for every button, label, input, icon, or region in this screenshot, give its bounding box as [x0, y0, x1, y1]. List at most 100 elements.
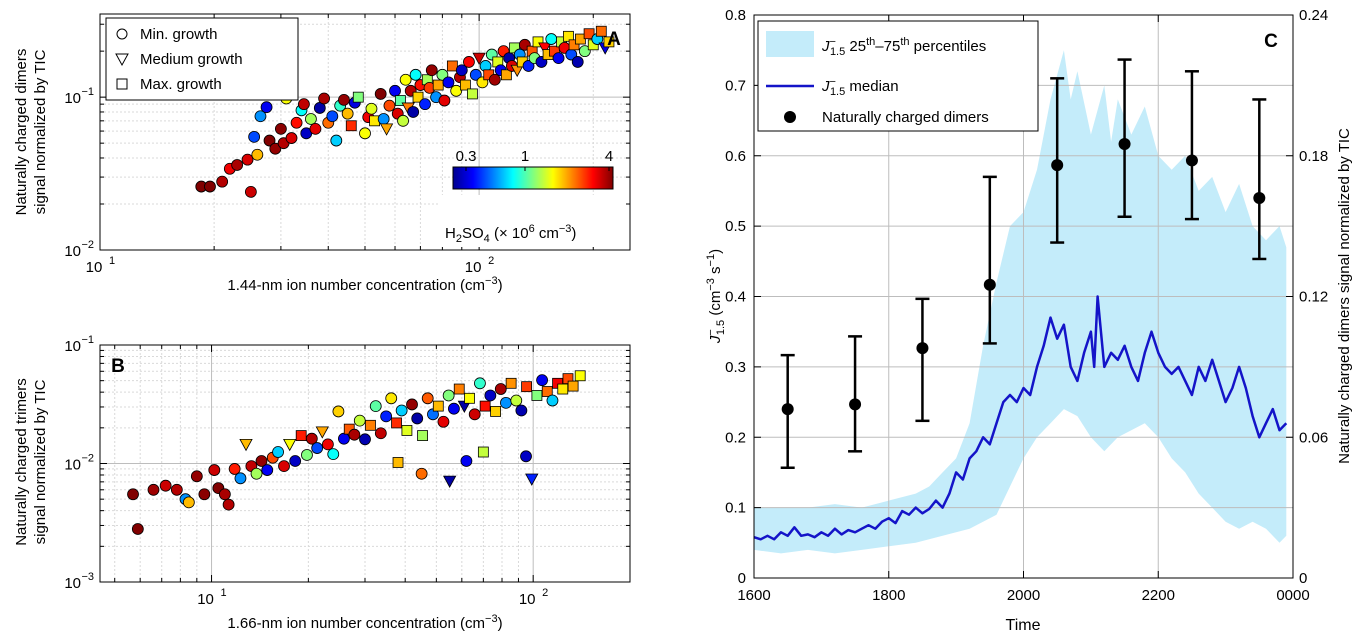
panel-b-point — [442, 389, 455, 402]
panel-b-point — [391, 417, 402, 429]
panel-a-point — [571, 56, 584, 68]
panel-b-point — [305, 432, 318, 445]
panel-b-xtick-label: 10 — [519, 591, 536, 608]
panel-a-point — [467, 88, 478, 100]
panel-c-ytick-label: 0.8 — [725, 7, 746, 24]
panel-c-band — [754, 50, 1287, 554]
panel-c-legend: J− 1.5 25th–75th percentiles J− 1.5 median… — [757, 20, 1039, 132]
panel-a-point — [244, 185, 257, 198]
panel-b-points — [127, 370, 586, 535]
panel-b-xtick-label: 10 — [197, 591, 214, 608]
panel-c-ytick-label: 0.1 — [725, 500, 746, 517]
panel-b-point — [234, 472, 247, 485]
panel-b-point — [490, 406, 501, 417]
panel-c-y2label: Naturally charged dimers signal normaliz… — [1336, 128, 1353, 464]
panel-b-ylabel: Naturally charged trimers signal normali… — [13, 378, 49, 546]
legend-band-swatch — [766, 31, 814, 57]
panel-c-xtick-label: 1600 — [737, 587, 770, 604]
panel-b-ticks: 10 1 10 2−310−210−110 — [64, 334, 631, 608]
colorbar-tick-1: 1 — [521, 148, 529, 165]
panel-b-point — [359, 433, 371, 446]
panel-b-point — [365, 419, 376, 431]
panel-a-point — [545, 33, 558, 45]
panel-b-point — [159, 479, 172, 492]
panel-a-points — [195, 25, 615, 198]
colorbar-gradient — [452, 166, 614, 190]
panel-a-point — [338, 93, 350, 106]
panel-a-legend-box — [105, 17, 299, 101]
colorbar-label: H2SO4 (× 106 cm−3) — [445, 223, 576, 245]
panel-a-point — [522, 60, 535, 72]
panel-b-point — [448, 402, 460, 415]
panel-b-point — [127, 488, 139, 501]
panel-a-point — [285, 132, 298, 144]
panel-b-point — [147, 483, 160, 496]
panel-b-point — [218, 488, 231, 501]
legend-circle-marker — [116, 28, 128, 40]
panel-a-point — [326, 110, 339, 123]
panel-b-point — [301, 449, 313, 461]
panel-b-point — [338, 432, 350, 445]
panel-a-xtick-exp: 1 — [109, 255, 115, 267]
panel-a-point — [254, 110, 267, 123]
panel-b-point — [536, 374, 549, 387]
panel-a-point — [345, 120, 357, 132]
panel-b-point — [321, 438, 334, 451]
panel-b-point — [228, 463, 241, 475]
panel-b-point — [222, 498, 235, 511]
dimer-point — [781, 403, 794, 416]
panel-a-point — [438, 94, 451, 107]
panel-a-point — [595, 25, 607, 37]
panel-c-ytick-label: 0 — [738, 570, 746, 587]
legend-median-label: J− 1.5 median — [821, 76, 899, 98]
percentile-band — [754, 50, 1287, 554]
panel-c-ytick-label: 0.3 — [725, 359, 746, 376]
panel-b-point — [385, 392, 398, 405]
panel-c-y2tick-label: 0 — [1299, 570, 1307, 587]
panel-a-point — [578, 45, 591, 58]
panel-a-point — [450, 84, 463, 97]
panel-label-c: C — [1264, 31, 1278, 52]
panel-a-point — [432, 79, 444, 91]
dimer-point — [983, 278, 996, 291]
panel-b-point — [289, 455, 302, 467]
legend-dimers-label: Naturally charged dimers — [822, 109, 989, 126]
panel-c: 1600 1800 2000 2200 000000.10.20.30.40.50.60… — [705, 7, 1353, 634]
panel-b-point — [278, 460, 290, 473]
panel-a-point — [425, 64, 438, 77]
panel-a-point — [603, 36, 615, 48]
panel-b-point — [484, 389, 497, 402]
panel-a-point — [330, 134, 343, 147]
panel-a-point — [538, 42, 552, 55]
panel-b-point — [295, 430, 307, 441]
panel-a-point — [389, 84, 401, 97]
panel-a-point — [216, 175, 229, 188]
panel-a-point — [251, 148, 264, 161]
panel-b-point — [415, 467, 428, 480]
panel-c-y2tick-label: 0.24 — [1299, 7, 1328, 24]
panel-a: 10 1 10 2−210−110 A Min. growth Medium grow… — [13, 13, 631, 294]
panel-b-point — [515, 404, 528, 417]
panel-b-point — [437, 415, 450, 428]
panel-b-point — [208, 464, 221, 476]
panel-b-point — [170, 483, 183, 496]
panel-c-ytick-label: 0.5 — [725, 218, 746, 235]
panel-b-ylabel-line-1: Naturally charged trimers — [13, 378, 30, 546]
panel-b-xtick-exp: 2 — [542, 587, 548, 599]
panel-a-point — [532, 36, 544, 48]
panel-b-point — [505, 377, 517, 389]
panel-a-ylabel-line-2: signal normalized by TIC — [32, 49, 49, 214]
panel-b-point — [432, 400, 444, 412]
panel-a-point — [472, 52, 486, 65]
legend-band-label: J− 1.5 25th–75th percentiles — [821, 36, 986, 58]
panel-c-xtick-label: 2000 — [1007, 587, 1040, 604]
panel-a-point — [442, 76, 455, 89]
panel-b-point — [311, 442, 324, 454]
panel-a-point — [583, 28, 595, 40]
panel-a-ytick-exp: −2 — [81, 239, 94, 251]
panel-b-point — [460, 455, 473, 467]
panel-b-point — [500, 396, 512, 409]
panel-a-point — [568, 39, 580, 51]
panel-a-point — [241, 153, 254, 166]
panel-a-point — [248, 130, 261, 143]
